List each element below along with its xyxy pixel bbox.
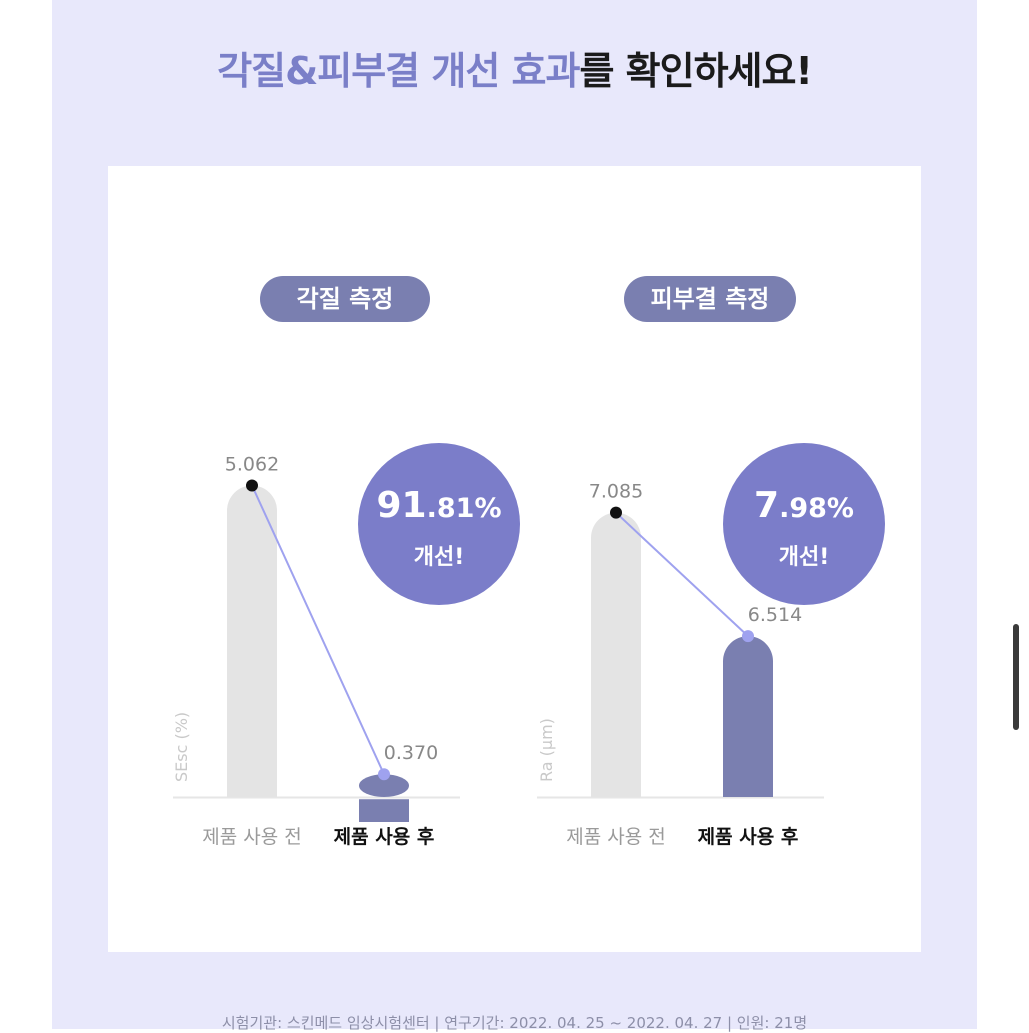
chart1-x-label-after: 제품 사용 후 [333,826,435,848]
chart2-improvement-badge: 7.98% 개선! [723,443,885,605]
chart2-improvement-percent: 7.98% [754,485,854,526]
chart1-title-pill: 각질 측정 [260,276,430,322]
scrollbar-thumb[interactable] [1013,624,1019,730]
chart2-title-pill: 피부결 측정 [624,276,796,322]
chart1-point-after [378,768,390,781]
chart1-bar-base-before [227,772,277,797]
chart2-x-label-before: 제품 사용 전 [566,826,666,848]
chart2-improvement-label: 개선! [778,545,830,570]
chart1-improvement-percent: 91.81% [376,485,502,526]
footer-note: 시험기관: 스킨메드 임상시험센터 | 연구기간: 2022. 04. 25 ~… [221,1014,808,1032]
chart1-point-before [246,479,258,492]
chart1-improvement-badge: 91.81% 개선! [358,443,520,605]
chart1-value-label-after: 0.370 [384,742,438,764]
chart1-trend-line [251,485,385,775]
chart2-trend-line [615,511,749,637]
chart2-value-label-after: 6.514 [748,604,802,626]
page-title: 각질&피부결 개선 효과를 확인하세요! [0,40,1029,95]
chart1-value-label-before: 5.062 [225,453,279,475]
chart1-improvement-label: 개선! [413,545,465,570]
chart2-bar-base-after [723,772,773,797]
chart1-bar-base-after [359,799,409,822]
title-rest: 를 확인하세요! [579,49,812,93]
chart1-bar-before [227,485,277,797]
chart2-bar-base-before [591,772,641,797]
chart2-value-label-before: 7.085 [589,481,643,503]
chart2-point-before [610,506,622,519]
chart1-bar-after [359,774,409,797]
chart2-bar-after [723,636,773,797]
chart2-point-after [742,630,754,643]
chart1-x-label-before: 제품 사용 전 [202,826,302,848]
chart2-x-label-after: 제품 사용 후 [697,826,799,848]
title-highlight: 각질&피부결 개선 효과 [217,49,580,93]
chart2-bar-before [591,512,641,797]
